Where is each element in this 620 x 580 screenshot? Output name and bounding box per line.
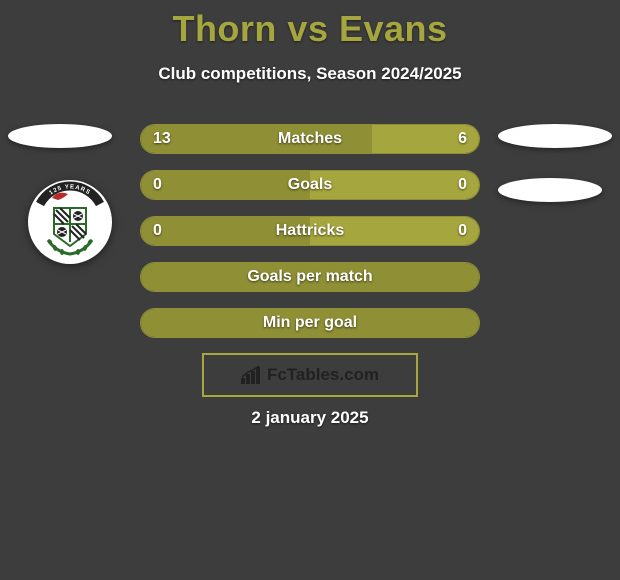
page-subtitle: Club competitions, Season 2024/2025 [0, 64, 620, 84]
stat-value-right: 6 [427, 125, 467, 153]
stat-row: Goals00 [140, 170, 480, 200]
player-ellipse [498, 178, 602, 202]
stat-value-left: 13 [153, 125, 193, 153]
page-title: Thorn vs Evans [0, 0, 620, 50]
stat-row: Goals per match [140, 262, 480, 292]
stat-value-left: 0 [153, 217, 193, 245]
date-text: 2 january 2025 [0, 408, 620, 428]
stat-label: Min per goal [141, 309, 479, 337]
stat-value-right: 0 [427, 217, 467, 245]
player-ellipse [8, 124, 112, 148]
club-crest: 125 YEARS [28, 180, 112, 264]
brand-box[interactable]: FcTables.com [202, 353, 418, 397]
chart-icon [241, 366, 263, 384]
stat-label: Goals per match [141, 263, 479, 291]
brand-text: FcTables.com [267, 365, 379, 385]
stat-row: Hattricks00 [140, 216, 480, 246]
stat-row: Min per goal [140, 308, 480, 338]
player-ellipse [498, 124, 612, 148]
stat-value-left: 0 [153, 171, 193, 199]
stat-row: Matches136 [140, 124, 480, 154]
stat-value-right: 0 [427, 171, 467, 199]
club-crest-svg: 125 YEARS [28, 180, 112, 264]
